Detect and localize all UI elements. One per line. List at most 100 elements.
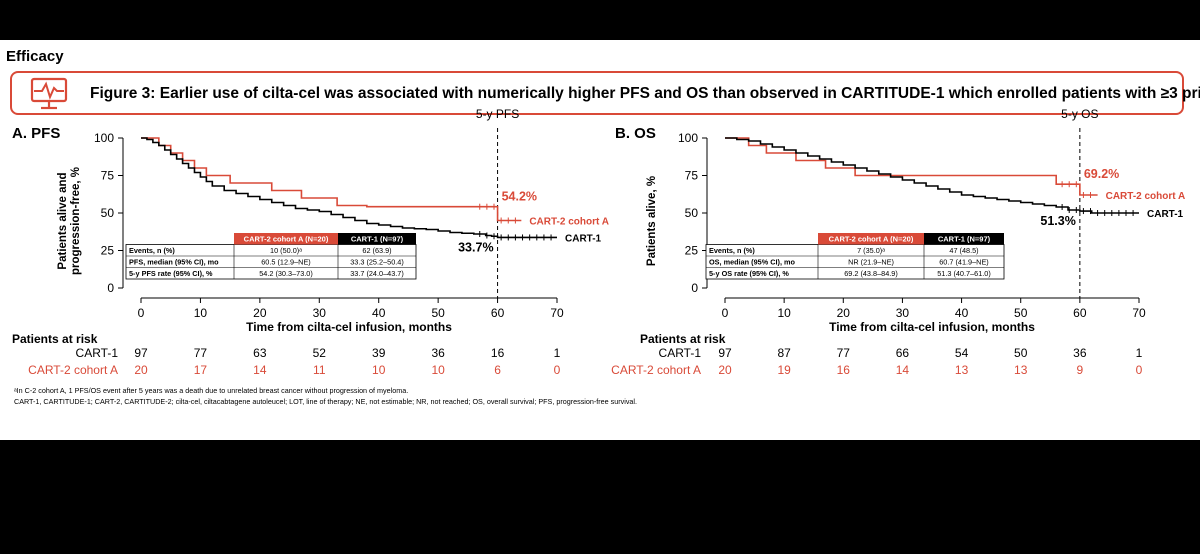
p0-y-tick-label: 100 bbox=[94, 131, 114, 145]
p0-at-risk-value: 16 bbox=[491, 346, 505, 360]
footnote-a: ᵃIn C-2 cohort A, 1 PFS/OS event after 5… bbox=[14, 386, 409, 395]
p1-x-tick-label: 50 bbox=[1014, 306, 1028, 320]
p1-at-risk-value: 14 bbox=[896, 363, 910, 377]
p1-table-header-cart2 bbox=[818, 233, 924, 245]
p1-x-axis-label: Time from cilta-cel infusion, months bbox=[829, 320, 1035, 334]
p1-at-risk-value: 9 bbox=[1077, 363, 1084, 377]
p0-at-risk-value: 0 bbox=[554, 363, 561, 377]
p0-y-tick-label: 0 bbox=[107, 281, 114, 295]
p1-at-risk-value: 97 bbox=[718, 346, 732, 360]
p0-table-header-label: CART-2 cohort A (N=20) bbox=[244, 235, 329, 244]
section-title: Efficacy bbox=[6, 48, 64, 65]
p0-series-label-cart1: CART-1 bbox=[565, 233, 602, 244]
p1-table-row-label: Events, n (%) bbox=[709, 246, 755, 255]
p1-at-risk-label: CART-1 bbox=[659, 346, 702, 360]
p0-at-risk-value: 6 bbox=[494, 363, 501, 377]
p1-annotation-cart2: 69.2% bbox=[1084, 167, 1119, 181]
p0-at-risk-value: 52 bbox=[313, 346, 327, 360]
p1-y-axis-label: Patients alive, % bbox=[646, 176, 658, 266]
figure-title: Figure 3: Earlier use of cilta-cel was a… bbox=[90, 85, 1200, 102]
p1-table-cell: 7 (35.0)ᵃ bbox=[857, 246, 885, 255]
p1-x-tick-label: 10 bbox=[777, 306, 791, 320]
p0-y-tick-label: 75 bbox=[101, 169, 115, 183]
p1-table-cell: 51.3 (40.7–61.0) bbox=[937, 269, 991, 278]
p0-x-tick-label: 10 bbox=[194, 306, 208, 320]
monitor-heartbeat-icon bbox=[30, 77, 68, 110]
p0-at-risk-value: 14 bbox=[253, 363, 267, 377]
p1-series-line-cart1 bbox=[725, 137, 1139, 214]
p0-x-tick-label: 30 bbox=[313, 306, 327, 320]
footnote-abbreviations: CART-1, CARTITUDE-1; CART-2, CARTITUDE-2… bbox=[14, 397, 638, 406]
p1-annotation-cart1: 51.3% bbox=[1040, 214, 1075, 228]
p0-at-risk-value: 1 bbox=[554, 346, 561, 360]
p1-at-risk-value: 77 bbox=[837, 346, 851, 360]
p1-x-tick-label: 70 bbox=[1132, 306, 1146, 320]
p1-at-risk-label: CART-2 cohort A bbox=[611, 363, 701, 377]
p1-table-row-label: 5-y OS rate (95% CI), % bbox=[709, 269, 789, 278]
p0-series-line-cart2 bbox=[141, 137, 522, 222]
p0-at-risk-label: CART-1 bbox=[76, 346, 119, 360]
p0-table-row-label: PFS, median (95% CI), mo bbox=[129, 258, 219, 267]
p0-x-tick-label: 60 bbox=[491, 306, 505, 320]
p0-at-risk-label: CART-2 cohort A bbox=[28, 363, 118, 377]
p1-table-header-label: CART-2 cohort A (N=20) bbox=[829, 235, 914, 244]
p0-at-risk-value: 97 bbox=[134, 346, 148, 360]
p0-at-risk-title: Patients at risk bbox=[12, 332, 98, 346]
p0-x-tick-label: 0 bbox=[138, 306, 145, 320]
p0-x-tick-label: 40 bbox=[372, 306, 386, 320]
p0-y-axis-label: Patients alive and bbox=[57, 172, 69, 269]
p0-at-risk-value: 11 bbox=[313, 363, 326, 377]
p1-y-tick-label: 0 bbox=[691, 281, 698, 295]
p0-table-cell: 60.5 (12.9–NE) bbox=[261, 258, 311, 267]
p1-at-risk-value: 50 bbox=[1014, 346, 1028, 360]
p0-at-risk-value: 20 bbox=[134, 363, 148, 377]
p1-at-risk-value: 13 bbox=[1014, 363, 1028, 377]
p1-series-line-cart2 bbox=[725, 137, 1098, 196]
p0-at-risk-value: 10 bbox=[431, 363, 445, 377]
p0-panel-label: A. PFS bbox=[12, 125, 60, 142]
p0-reference-label: 5-y PFS bbox=[476, 107, 519, 121]
p1-x-tick-label: 0 bbox=[722, 306, 729, 320]
p1-series-label-cart2: CART-2 cohort A bbox=[1106, 191, 1186, 202]
p0-x-tick-label: 50 bbox=[431, 306, 445, 320]
p0-series-line-cart1 bbox=[141, 137, 557, 239]
p0-x-tick-label: 70 bbox=[550, 306, 564, 320]
p1-at-risk-value: 16 bbox=[837, 363, 851, 377]
p0-at-risk-value: 17 bbox=[194, 363, 208, 377]
p1-reference-label: 5-y OS bbox=[1061, 107, 1098, 121]
p1-table-body bbox=[705, 244, 1005, 280]
p0-table-cell: 62 (63.9) bbox=[362, 246, 391, 255]
p0-y-axis-label: progression-free, % bbox=[70, 167, 82, 275]
p0-at-risk-value: 36 bbox=[431, 346, 445, 360]
p0-at-risk-value: 63 bbox=[253, 346, 267, 360]
p0-annotation-cart1: 33.7% bbox=[458, 240, 493, 254]
p0-annotation-cart2: 54.2% bbox=[502, 190, 537, 204]
p0-at-risk-value: 77 bbox=[194, 346, 208, 360]
p1-table-cell: NR (21.9–NE) bbox=[848, 258, 894, 267]
p0-x-tick-label: 20 bbox=[253, 306, 267, 320]
p1-at-risk-value: 0 bbox=[1136, 363, 1143, 377]
p0-x-axis-label: Time from cilta-cel infusion, months bbox=[246, 320, 452, 334]
p1-x-tick-label: 40 bbox=[955, 306, 969, 320]
p1-table-row-label: OS, median (95% CI), mo bbox=[709, 258, 796, 267]
p1-at-risk-value: 54 bbox=[955, 346, 969, 360]
figure-panel: Efficacy Figure 3: Earlier use of cilta-… bbox=[0, 40, 1200, 440]
p1-at-risk-value: 20 bbox=[718, 363, 732, 377]
p1-table-header-label: CART-1 (N=97) bbox=[938, 235, 991, 244]
p0-y-tick-label: 50 bbox=[101, 206, 115, 220]
p1-table-cell: 69.2 (43.8–84.9) bbox=[844, 269, 898, 278]
p1-table-header-cart1 bbox=[924, 233, 1004, 245]
p1-at-risk-value: 36 bbox=[1073, 346, 1087, 360]
p1-y-tick-label: 75 bbox=[685, 169, 699, 183]
p1-at-risk-value: 1 bbox=[1136, 346, 1143, 360]
p1-x-tick-label: 60 bbox=[1073, 306, 1087, 320]
p0-y-tick-label: 25 bbox=[101, 244, 115, 258]
p0-table-cell: 10 (50.0)ᵃ bbox=[270, 246, 302, 255]
p0-table-header-cart2 bbox=[234, 233, 338, 245]
p1-at-risk-title: Patients at risk bbox=[640, 332, 726, 346]
p0-table-header-cart1 bbox=[338, 233, 416, 245]
p1-y-tick-label: 50 bbox=[685, 206, 699, 220]
p1-at-risk-value: 13 bbox=[955, 363, 969, 377]
p0-table-row-label: 5-y PFS rate (95% CI), % bbox=[129, 269, 213, 278]
